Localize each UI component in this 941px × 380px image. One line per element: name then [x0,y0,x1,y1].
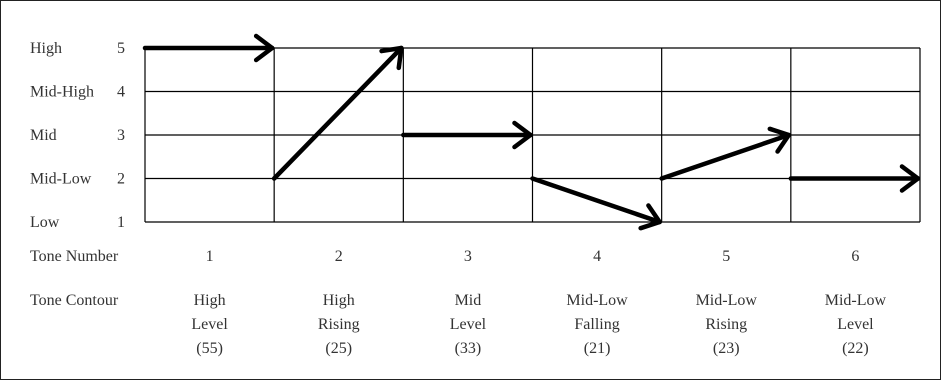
tone-contour-label: Mid-Low [696,292,758,309]
tone-contour-arrow [271,45,404,181]
tone-contour-label: Level [191,316,228,333]
tone-number: 2 [335,248,343,265]
level-number: 1 [117,214,125,231]
tone-contour-label: (25) [325,340,352,357]
level-name: Mid-High [30,84,94,101]
tone-contour-label: Rising [705,316,747,333]
level-name: Low [30,214,60,231]
tone-contour-label: Rising [318,316,360,333]
tone-contour-row-label: Tone Contour [30,292,119,309]
tone-number: 6 [851,248,859,265]
tone-contour-label: Mid-Low [825,292,887,309]
tone-contour-label: (23) [713,340,740,357]
level-number: 2 [117,171,125,188]
level-number: 5 [117,40,125,57]
level-number: 4 [117,84,125,101]
tone-contour-label: (22) [842,340,869,357]
tone-contour-arrow [530,176,662,231]
level-number: 3 [117,127,125,144]
tone-number: 3 [464,248,472,265]
level-name: Mid-Low [30,171,92,188]
tone-contours: High Level (55) High Rising (25) Mid Level (33) M… [191,292,886,357]
tone-contour-label: Level [450,316,487,333]
tone-contour-label: Level [837,316,874,333]
tone-contour-label: (33) [455,340,482,357]
tone-contour-label: High [323,292,355,309]
tone-contour-label: (21) [584,340,611,357]
tone-number: 1 [206,248,214,265]
tone-number-row-label: Tone Number [30,248,119,265]
tone-contour-label: (55) [196,340,223,357]
tone-contour-label: Mid-Low [566,292,628,309]
tone-number: 5 [722,248,730,265]
tone-number: 4 [593,248,601,265]
tone-contour-arrow [659,126,792,181]
tone-numbers: 1 2 3 4 5 6 [206,248,860,265]
tone-contour-label: High [194,292,226,309]
level-labels: High 5 Mid-High 4 Mid 3 Mid-Low 2 Low 1 [30,40,125,231]
tone-contour-label: Falling [574,316,619,333]
level-name: High [30,40,62,57]
tone-contour-label: Mid [455,292,482,309]
level-name: Mid [30,127,57,144]
tone-arrows [142,33,921,231]
